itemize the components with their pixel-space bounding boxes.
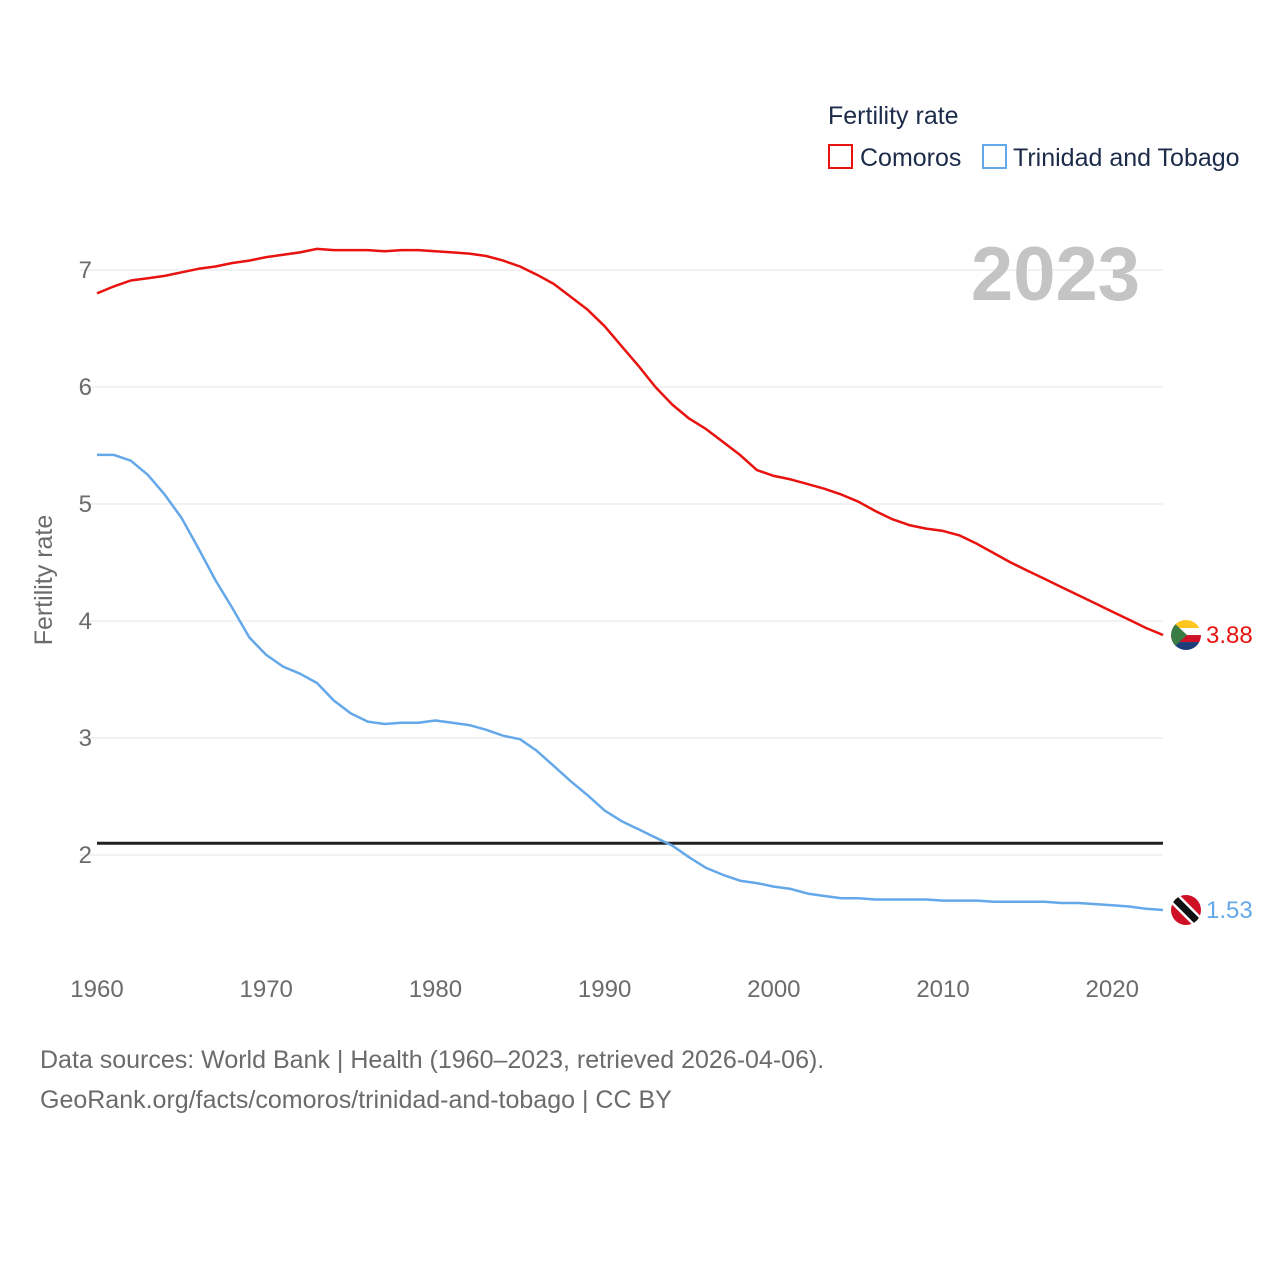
x-tick-label: 1960	[70, 976, 123, 1003]
x-tick-label: 1990	[578, 976, 631, 1003]
y-tick-label: 2	[79, 842, 92, 869]
current-year-label: 2023	[971, 232, 1140, 317]
gridlines	[80, 269, 1163, 856]
y-axis-label: Fertility rate	[30, 515, 58, 646]
fertility-chart: 2 3 4 5 6 7 1960 1970 1980 1990 2000 2010 2020 Fert…	[30, 102, 1253, 1003]
y-tick-label: 5	[79, 491, 92, 518]
flag-icon-1	[1171, 894, 1201, 925]
x-tick-label: 1970	[240, 976, 293, 1003]
y-tick-label: 3	[79, 725, 92, 752]
end-value-label-0: 3.88	[1206, 622, 1253, 649]
legend-title: Fertility rate	[828, 102, 959, 130]
legend-label-trinidad[interactable]: Trinidad and Tobago	[1013, 144, 1240, 172]
y-tick-label: 7	[79, 257, 92, 284]
series-line-1[interactable]	[97, 453, 1164, 912]
end-value-label-1: 1.53	[1206, 897, 1253, 924]
y-tick-label: 4	[79, 608, 92, 635]
legend-label-comoros[interactable]: Comoros	[860, 144, 961, 172]
footer-link[interactable]: GeoRank.org/facts/comoros/trinidad-and-t…	[40, 1086, 672, 1114]
legend-swatch-trinidad[interactable]	[982, 144, 1007, 169]
x-tick-label: 1980	[409, 976, 462, 1003]
series-lines	[96, 247, 1164, 912]
x-tick-label: 2010	[916, 976, 969, 1003]
legend: Fertility rate Comoros Trinidad and Toba…	[828, 102, 1240, 172]
x-tick-label: 2000	[747, 976, 800, 1003]
series-line-0[interactable]	[96, 247, 1164, 637]
end-markers: 3.88 1.53	[1171, 620, 1253, 925]
y-axis-ticks: 2 3 4 5 6 7	[79, 257, 92, 869]
x-tick-label: 2020	[1086, 976, 1139, 1003]
y-tick-label: 6	[79, 374, 92, 401]
footer-sources: Data sources: World Bank | Health (1960–…	[40, 1046, 825, 1074]
footer: Data sources: World Bank | Health (1960–…	[40, 1040, 824, 1120]
legend-swatch-comoros[interactable]	[828, 144, 853, 169]
flag-icon-0	[1171, 620, 1201, 651]
x-axis-ticks: 1960 1970 1980 1990 2000 2010 2020	[70, 976, 1139, 1003]
